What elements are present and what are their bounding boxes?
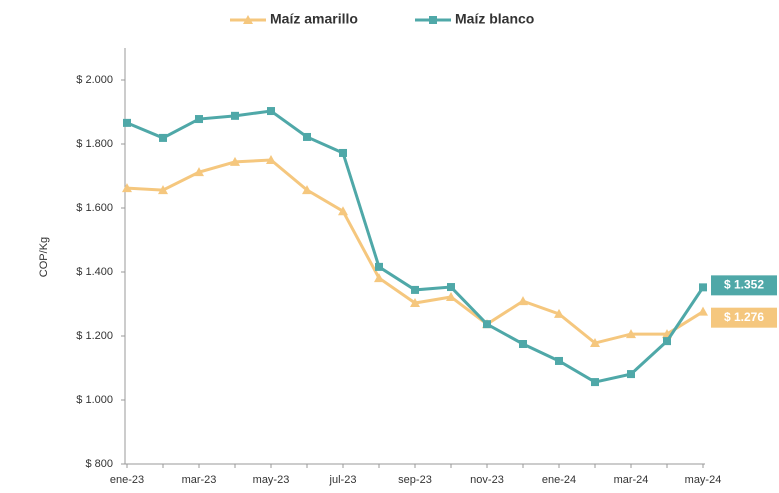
data-point [123,118,131,127]
data-point [591,378,599,387]
data-point [375,262,383,271]
data-point [302,185,312,195]
data-point [446,291,456,301]
y-tick-label: $ 1.400 [76,266,113,278]
value-label: $ 1.352 [724,278,764,292]
data-point [411,285,419,294]
x-tick-label: jul-23 [329,474,357,486]
data-point [122,183,132,193]
data-point [410,298,420,308]
legend-label: Maíz amarillo [270,11,358,27]
data-point [158,185,168,195]
y-tick-label: $ 800 [85,458,113,470]
data-point [194,167,204,177]
data-point [447,283,455,292]
x-tick-label: may-23 [253,474,290,486]
series-line [126,158,704,345]
data-point [699,283,707,292]
data-point [483,320,491,329]
legend-marker [429,16,437,24]
data-point [266,155,276,164]
x-tick-label: mar-24 [614,474,649,486]
data-point [627,370,635,379]
value-label-box [711,307,777,328]
data-point [518,296,528,306]
x-tick-label: ene-24 [542,474,576,486]
y-axis-label: COP/Kg [38,237,50,277]
x-tick-label: may-24 [685,474,722,486]
data-point [231,111,239,120]
data-point [267,107,275,116]
x-tick-label: nov-23 [470,474,504,486]
data-point [303,132,311,141]
value-label-box [711,275,777,296]
data-point [230,156,240,166]
data-point [338,206,348,216]
series-line [126,109,705,384]
data-point [698,306,708,316]
x-tick-label: mar-23 [182,474,217,486]
x-tick-label: ene-23 [110,474,144,486]
y-tick-label: $ 1.200 [76,330,113,342]
value-label: $ 1.276 [724,310,764,324]
data-point [159,133,167,142]
data-point [555,356,563,365]
y-tick-label: $ 2.000 [76,74,113,86]
y-tick-label: $ 1.800 [76,138,113,150]
y-tick-label: $ 1.000 [76,394,113,406]
data-point [195,115,203,124]
legend-marker [243,15,253,24]
data-point [554,308,564,318]
legend-label: Maíz blanco [455,11,534,27]
data-point [663,337,671,346]
data-point [339,148,347,157]
data-point [374,273,384,283]
x-tick-label: sep-23 [398,474,432,486]
data-point [590,338,600,348]
y-tick-label: $ 1.600 [76,202,113,214]
data-point [626,329,636,339]
data-point [519,340,527,348]
